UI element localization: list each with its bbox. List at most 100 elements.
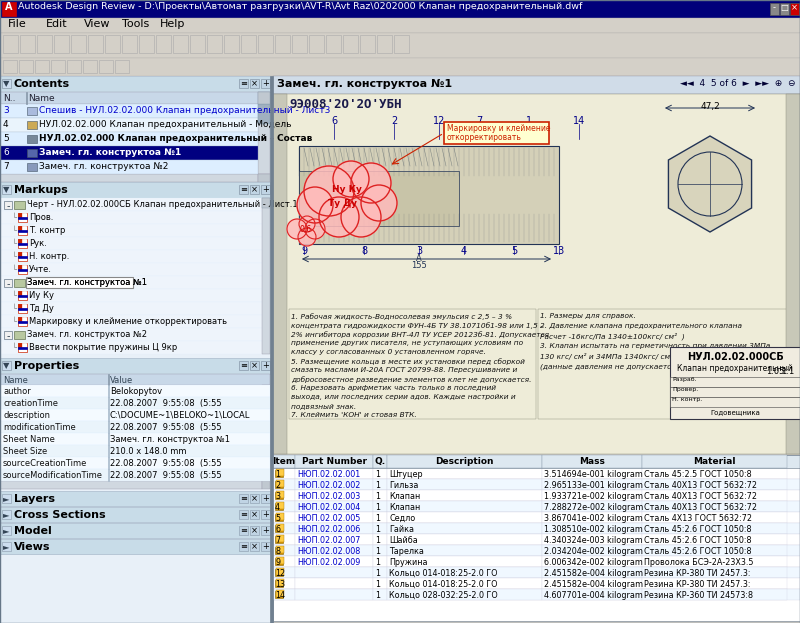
Bar: [273, 578, 800, 589]
Text: Кольцо 014-018:25-2.0 ГО: Кольцо 014-018:25-2.0 ГО: [389, 580, 498, 589]
Text: 1.05: 1.05: [766, 367, 784, 376]
Text: 6: 6: [275, 525, 280, 534]
Bar: [0, 92, 270, 104]
Bar: [0, 397, 270, 409]
Circle shape: [319, 197, 359, 237]
Bar: [0, 457, 270, 469]
Text: +: +: [262, 79, 269, 88]
Bar: [670, 397, 800, 407]
Bar: [4, 201, 12, 209]
Text: Сталь 45:2.6 ГОСТ 1050:8: Сталь 45:2.6 ГОСТ 1050:8: [644, 525, 751, 534]
Text: 2.451582е-004 kilogram: 2.451582е-004 kilogram: [544, 580, 643, 589]
Bar: [273, 523, 800, 534]
Bar: [22, 317, 26, 321]
Bar: [250, 542, 259, 551]
Text: 1: 1: [275, 470, 280, 479]
Bar: [20, 35, 35, 53]
Bar: [0, 507, 270, 522]
Bar: [2, 79, 11, 88]
Text: Сталь 40X13 ГОСТ 5632:72: Сталь 40X13 ГОСТ 5632:72: [644, 492, 757, 501]
Bar: [387, 512, 542, 523]
Text: Кольцо 014-018:25-2.0 ГО: Кольцо 014-018:25-2.0 ГО: [389, 569, 498, 578]
Bar: [295, 490, 373, 501]
Text: 7: 7: [275, 536, 280, 545]
Bar: [26, 277, 133, 288]
Bar: [292, 35, 307, 53]
Text: 3: 3: [3, 106, 9, 115]
Text: +: +: [262, 542, 269, 551]
Bar: [108, 433, 109, 445]
Bar: [275, 492, 283, 499]
Bar: [642, 523, 787, 534]
Bar: [273, 501, 295, 512]
Bar: [273, 479, 800, 490]
Text: Провер.: Провер.: [672, 387, 698, 392]
Text: НЮП.02.02.003: НЮП.02.02.003: [297, 492, 360, 501]
Circle shape: [351, 163, 391, 203]
Bar: [0, 146, 258, 160]
Bar: [276, 557, 284, 564]
Bar: [0, 445, 270, 457]
Bar: [542, 534, 642, 545]
Bar: [276, 491, 284, 498]
Text: 6. Нарезовать арифметик часть только в последний: 6. Нарезовать арифметик часть только в п…: [291, 385, 496, 391]
Text: creationTime: creationTime: [3, 399, 58, 408]
Text: Q.: Q.: [374, 457, 386, 466]
Bar: [258, 104, 270, 124]
Text: 6: 6: [3, 148, 9, 157]
Text: Седло: Седло: [389, 514, 415, 523]
Text: 9Э008'2О'2О'УБН: 9Э008'2О'2О'УБН: [289, 98, 402, 111]
Circle shape: [297, 187, 333, 223]
Bar: [273, 76, 800, 94]
Text: 1: 1: [375, 547, 380, 556]
Text: Клапан: Клапан: [389, 503, 420, 512]
Bar: [18, 308, 27, 310]
Text: 5: 5: [3, 134, 9, 143]
Bar: [275, 547, 283, 554]
Bar: [3, 35, 18, 53]
Bar: [2, 361, 11, 370]
Text: C:\DOCUME~1\BELOKO~1\LOCAL: C:\DOCUME~1\BELOKO~1\LOCAL: [110, 411, 250, 420]
Bar: [22, 226, 26, 230]
Text: Сталь 4X13 ГОСТ 5632:72: Сталь 4X13 ГОСТ 5632:72: [644, 514, 752, 523]
Text: 7.288272е-002 kilogram: 7.288272е-002 kilogram: [544, 503, 643, 512]
Bar: [275, 580, 283, 587]
Bar: [105, 35, 120, 53]
Text: 3: 3: [275, 492, 280, 501]
Text: 3: 3: [416, 246, 422, 256]
Bar: [18, 239, 27, 248]
Bar: [4, 331, 12, 339]
Text: 4: 4: [3, 120, 9, 129]
Bar: [275, 514, 283, 521]
Bar: [108, 421, 109, 433]
Bar: [0, 224, 270, 237]
Bar: [670, 387, 800, 397]
Bar: [27, 121, 37, 129]
Text: 4.340324е-003 kilogram: 4.340324е-003 kilogram: [544, 536, 642, 545]
Text: File: File: [8, 19, 26, 29]
Text: 2: 2: [391, 116, 397, 126]
Bar: [261, 79, 270, 88]
Text: 2% ингибитора коррозии ВНТ-4Л ТУ УСЕР 20123б-81. Допускается: 2% ингибитора коррозии ВНТ-4Л ТУ УСЕР 20…: [291, 331, 549, 338]
Bar: [387, 523, 542, 534]
Bar: [542, 479, 642, 490]
Bar: [542, 589, 642, 600]
Text: ×: ×: [251, 79, 258, 88]
Bar: [373, 523, 387, 534]
Text: Тд Ду: Тд Ду: [29, 304, 54, 313]
Bar: [373, 567, 387, 578]
Circle shape: [287, 219, 307, 239]
Bar: [35, 60, 49, 73]
Text: 1: 1: [375, 492, 380, 501]
Text: 1.933721е-002 kilogram: 1.933721е-002 kilogram: [544, 492, 643, 501]
Text: Резина КР-380 ТИ 2457.3:: Резина КР-380 ТИ 2457.3:: [644, 580, 750, 589]
Bar: [387, 455, 542, 468]
Bar: [270, 76, 273, 623]
Text: Штуцер: Штуцер: [389, 470, 422, 479]
Text: Клапан предохранительный: Клапан предохранительный: [677, 364, 793, 373]
Bar: [224, 35, 239, 53]
Bar: [770, 3, 779, 15]
Text: ▼: ▼: [3, 361, 10, 370]
Text: ×: ×: [251, 185, 258, 194]
Text: Учте.: Учте.: [29, 265, 52, 274]
